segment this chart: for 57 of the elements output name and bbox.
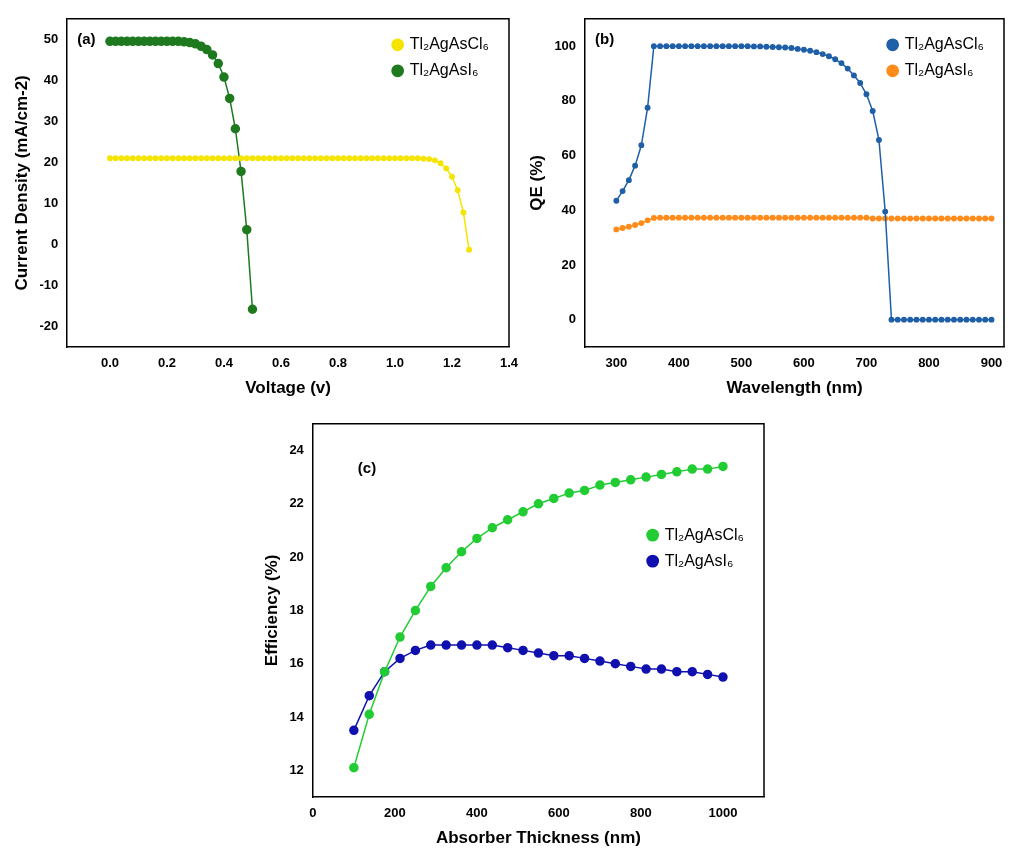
x-tick-label: 400 — [668, 355, 690, 371]
y-tick-label: 16 — [289, 655, 304, 671]
x-axis-title: Absorber Thickness (nm) — [435, 828, 641, 848]
x-tick-label: 800 — [918, 355, 940, 371]
annotation: (a) — [77, 30, 96, 48]
annotation: (c) — [357, 459, 377, 477]
y-tick-label: 24 — [289, 442, 305, 458]
y-tick-label: 22 — [289, 495, 304, 511]
x-tick-label: 900 — [980, 355, 1003, 371]
y-tick-label: -20 — [39, 318, 59, 334]
x-tick-label: 600 — [793, 355, 815, 371]
y-tick-label: 20 — [561, 256, 577, 272]
y-tick-label: 40 — [561, 201, 577, 217]
y-tick-label: 40 — [43, 71, 59, 87]
x-tick-label: 1.0 — [385, 355, 405, 371]
x-axis-title: Wavelength (nm) — [726, 378, 863, 398]
x-tick-label: 0.2 — [157, 355, 176, 371]
y-axis-title: QE (%) — [526, 155, 546, 211]
y-tick-label: 20 — [289, 548, 304, 564]
legend-label: Tl₂AgAsCl₆ — [904, 35, 984, 53]
y-tick-label: 18 — [289, 601, 304, 617]
y-axis-title: Current Density (mA/cm-2) — [11, 75, 31, 291]
x-tick-label: 1000 — [708, 805, 738, 821]
x-tick-label: 200 — [384, 805, 406, 821]
x-tick-label: 0 — [309, 805, 317, 821]
y-tick-label: 14 — [289, 708, 305, 724]
legend-label: Tl₂AgAsI₆ — [664, 551, 734, 569]
x-axis-title: Voltage (v) — [245, 378, 331, 398]
x-tick-label: 0.6 — [271, 355, 291, 371]
x-tick-label: 1.4 — [499, 355, 519, 371]
x-tick-label: 0.8 — [328, 355, 348, 371]
y-tick-label: 80 — [561, 92, 577, 108]
legend-label: Tl₂AgAsCl₆ — [664, 525, 744, 543]
y-tick-label: 60 — [561, 147, 577, 163]
y-tick-label: 50 — [43, 30, 59, 46]
x-tick-label: 500 — [730, 355, 753, 371]
x-tick-label: 800 — [630, 805, 652, 821]
y-tick-label: 20 — [43, 153, 59, 169]
legend-label: Tl₂AgAsI₆ — [409, 61, 479, 79]
y-tick-label: 12 — [289, 761, 304, 777]
y-axis-title: Efficiency (%) — [261, 554, 281, 667]
legend-label: Tl₂AgAsI₆ — [904, 61, 974, 79]
y-tick-label: -10 — [39, 277, 59, 293]
y-tick-label: 0 — [50, 236, 59, 252]
x-tick-label: 300 — [605, 355, 628, 371]
x-tick-label: 600 — [548, 805, 570, 821]
x-tick-label: 0.0 — [100, 355, 119, 371]
annotation: (b) — [595, 30, 615, 48]
x-tick-label: 400 — [466, 805, 488, 821]
y-tick-label: 0 — [568, 311, 577, 327]
x-tick-label: 1.2 — [442, 355, 462, 371]
y-tick-label: 100 — [554, 37, 577, 53]
y-tick-label: 30 — [43, 112, 59, 128]
x-tick-label: 700 — [855, 355, 878, 371]
y-tick-label: 10 — [43, 194, 59, 210]
legend-label: Tl₂AgAsCl₆ — [409, 35, 489, 53]
x-tick-label: 0.4 — [214, 355, 234, 371]
